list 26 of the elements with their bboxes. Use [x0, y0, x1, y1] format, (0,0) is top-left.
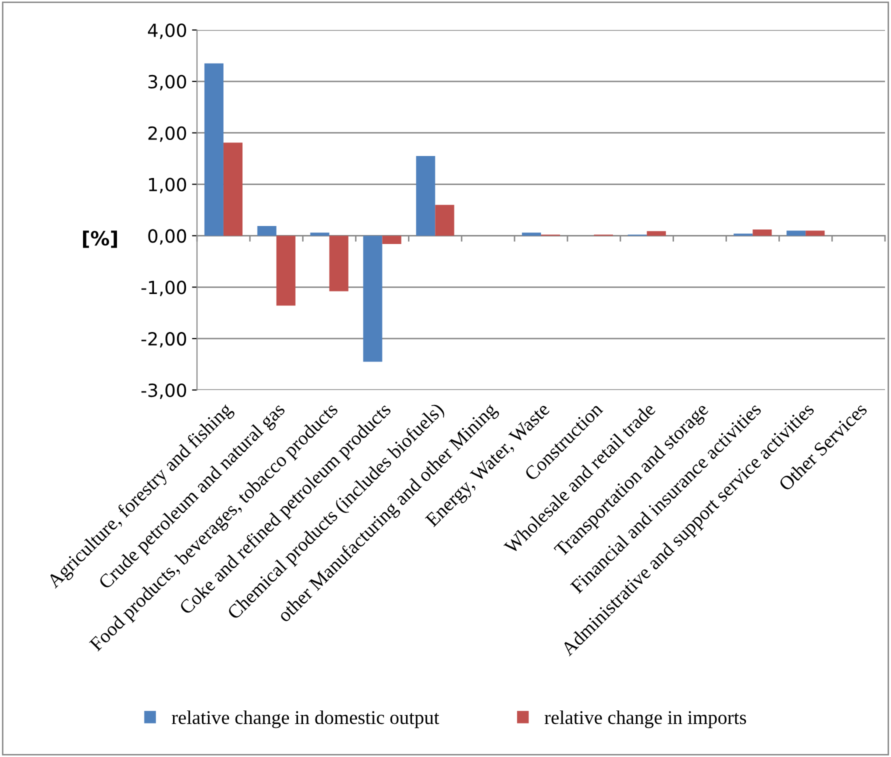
bar [646, 231, 666, 236]
y-tick-label: 3,00 [148, 74, 186, 90]
bar [204, 63, 224, 236]
bar [382, 236, 402, 244]
bar [257, 226, 276, 236]
bar [806, 230, 825, 236]
bar [786, 230, 806, 236]
bar [276, 236, 296, 306]
y-tick-label: -2,00 [141, 332, 186, 348]
bar [416, 156, 436, 236]
bar [310, 232, 330, 236]
bar [752, 230, 772, 236]
bar [223, 142, 243, 236]
y-tick-label: 0,00 [148, 229, 186, 245]
bar [329, 236, 348, 292]
y-tick-label: -3,00 [141, 383, 186, 399]
bar [363, 236, 382, 362]
y-tick-label: 2,00 [148, 126, 186, 142]
legend-label: relative change in domestic output [172, 710, 440, 728]
y-axis-title: [%] [83, 230, 117, 248]
bar [435, 204, 454, 236]
bar [522, 232, 541, 236]
legend-label: relative change in imports [544, 710, 746, 728]
y-tick-label: 1,00 [149, 178, 186, 194]
y-tick-label: 4,00 [148, 23, 186, 39]
y-tick-label: -1,00 [141, 280, 186, 296]
